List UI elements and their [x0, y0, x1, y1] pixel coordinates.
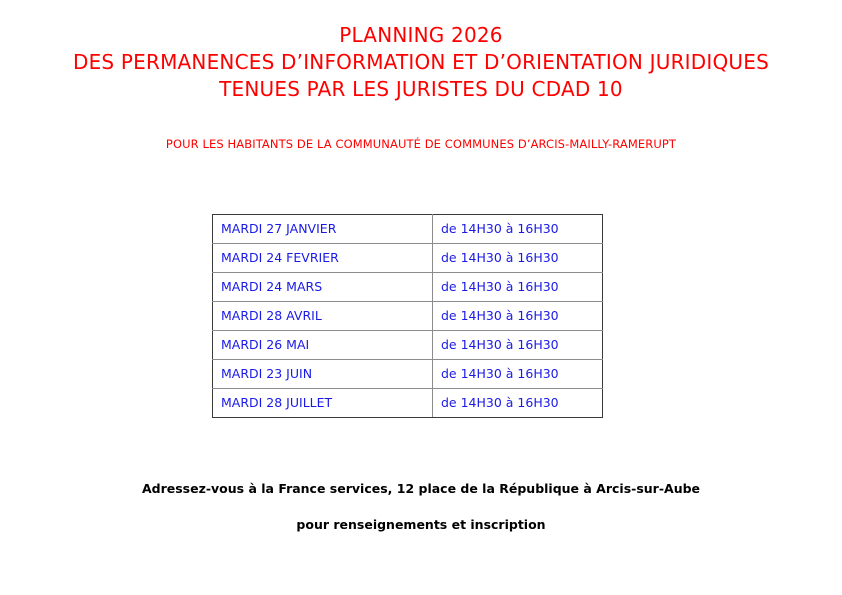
cell-date: MARDI 27 JANVIER — [212, 214, 433, 244]
cell-date: MARDI 28 AVRIL — [212, 301, 433, 331]
cell-date: MARDI 24 FEVRIER — [212, 243, 433, 273]
schedule-table: MARDI 27 JANVIER de 14H30 à 16H30 MARDI … — [212, 214, 603, 418]
title-line-2: DES PERMANENCES D’INFORMATION ET D’ORIEN… — [73, 50, 769, 74]
cell-date: MARDI 23 JUIN — [212, 359, 433, 389]
document-subtitle: POUR LES HABITANTS DE LA COMMUNAUTÉ DE C… — [165, 137, 677, 151]
title-line-3: TENUES PAR LES JURISTES DU CDAD 10 — [219, 77, 623, 101]
table-row: MARDI 27 JANVIER de 14H30 à 16H30 — [212, 214, 603, 244]
cell-hours: de 14H30 à 16H30 — [432, 243, 603, 273]
cell-hours: de 14H30 à 16H30 — [432, 359, 603, 389]
document-title: PLANNING 2026 DES PERMANENCES D’INFORMAT… — [0, 22, 842, 103]
schedule-table-body: MARDI 27 JANVIER de 14H30 à 16H30 MARDI … — [212, 214, 603, 418]
cell-hours: de 14H30 à 16H30 — [432, 388, 603, 418]
cell-date: MARDI 24 MARS — [212, 272, 433, 302]
table-row: MARDI 28 JUILLET de 14H30 à 16H30 — [212, 388, 603, 418]
footer-line-address: Adressez-vous à la France services, 12 p… — [141, 481, 701, 496]
cell-hours: de 14H30 à 16H30 — [432, 214, 603, 244]
cell-hours: de 14H30 à 16H30 — [432, 301, 603, 331]
table-row: MARDI 23 JUIN de 14H30 à 16H30 — [212, 359, 603, 389]
schedule-table-container: MARDI 27 JANVIER de 14H30 à 16H30 MARDI … — [212, 214, 603, 418]
cell-date: MARDI 28 JUILLET — [212, 388, 433, 418]
table-row: MARDI 24 MARS de 14H30 à 16H30 — [212, 272, 603, 302]
cell-hours: de 14H30 à 16H30 — [432, 330, 603, 360]
footer-line-instructions: pour renseignements et inscription — [296, 517, 546, 532]
cell-date: MARDI 26 MAI — [212, 330, 433, 360]
table-row: MARDI 28 AVRIL de 14H30 à 16H30 — [212, 301, 603, 331]
title-line-1: PLANNING 2026 — [339, 23, 503, 47]
table-row: MARDI 24 FEVRIER de 14H30 à 16H30 — [212, 243, 603, 273]
cell-hours: de 14H30 à 16H30 — [432, 272, 603, 302]
table-row: MARDI 26 MAI de 14H30 à 16H30 — [212, 330, 603, 360]
document-footer: Adressez-vous à la France services, 12 p… — [0, 480, 842, 534]
